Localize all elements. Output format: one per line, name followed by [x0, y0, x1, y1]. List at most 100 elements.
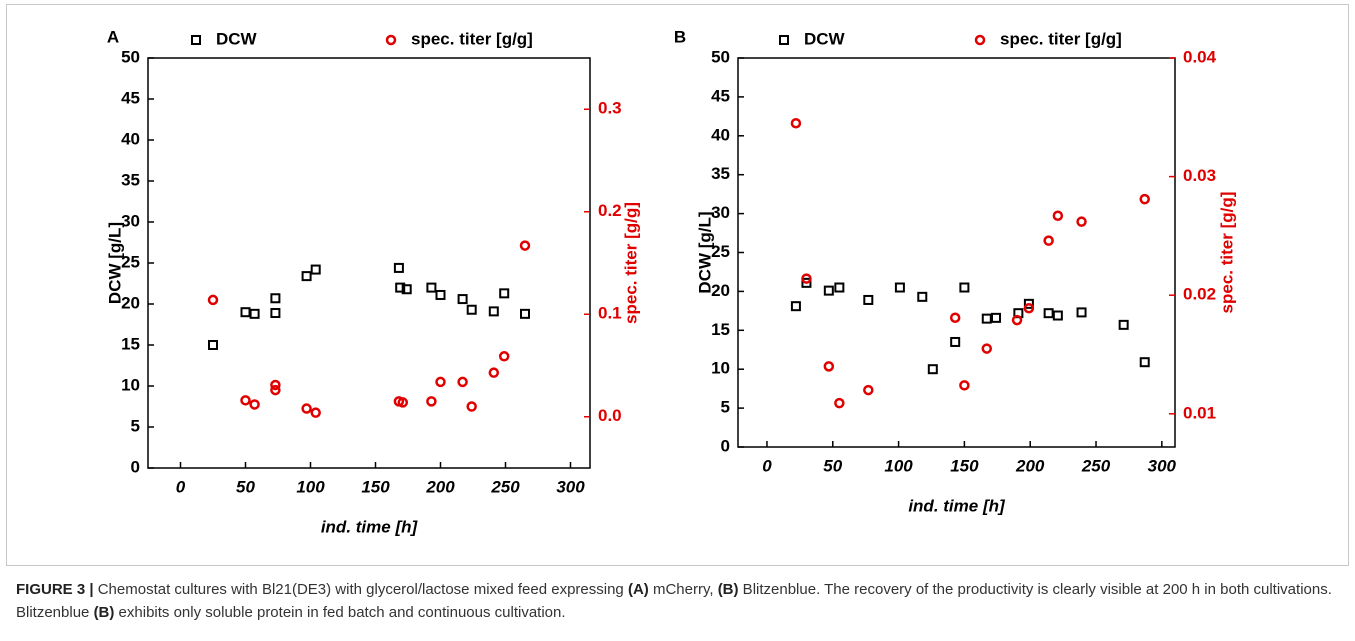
y2-tick-label: 0.0	[598, 406, 622, 425]
square-marker	[823, 285, 834, 296]
square-marker	[249, 308, 260, 319]
y-tick-label: 45	[711, 86, 730, 105]
square-marker	[894, 282, 905, 293]
square-marker	[950, 336, 961, 347]
circle-marker	[498, 351, 510, 362]
y-tick-label: 35	[711, 164, 730, 183]
circle-marker	[240, 395, 251, 406]
legend-label: spec. titer [g/g]	[1000, 29, 1122, 48]
y-tick-label: 20	[711, 281, 730, 300]
y-tick-label: 25	[121, 252, 140, 271]
y-tick-label: 50	[121, 47, 140, 66]
x-tick-label: 0	[762, 456, 772, 475]
square-marker	[310, 264, 321, 275]
square-marker	[270, 308, 281, 319]
y-tick-label: 40	[121, 129, 140, 148]
circle-marker	[270, 379, 281, 391]
y-tick-label: 10	[121, 375, 140, 394]
x-tick-label: 200	[1015, 456, 1045, 475]
panel-label: A	[107, 27, 119, 46]
circle-marker	[1052, 210, 1064, 221]
circle-marker	[397, 397, 409, 408]
circle-marker	[270, 384, 281, 396]
y-tick-label: 15	[711, 320, 730, 339]
caption-text: Blitzenblue. The recovery of the product…	[16, 581, 1337, 621]
x-tick-label: 250	[490, 477, 520, 496]
circle-marker	[457, 376, 468, 388]
square-marker	[917, 291, 928, 302]
x-tick-label: 200	[425, 477, 455, 496]
circle-marker	[466, 401, 477, 412]
square-marker	[1139, 357, 1150, 368]
square-marker	[499, 288, 510, 299]
y2-tick-label: 0.03	[1183, 166, 1216, 185]
circle-marker	[519, 240, 531, 251]
circle-marker	[790, 117, 802, 129]
y2-tick-label: 0.2	[598, 201, 622, 220]
square-marker	[790, 301, 801, 312]
circle-marker	[488, 367, 500, 378]
square-marker	[395, 282, 406, 293]
y-tick-label: 40	[711, 125, 730, 144]
circle-marker	[310, 407, 321, 418]
square-marker	[466, 304, 477, 315]
caption-text: mCherry,	[648, 581, 718, 598]
y-tick-label: 15	[121, 334, 140, 353]
square-marker	[1043, 308, 1054, 319]
x-tick-label: 300	[1148, 456, 1177, 475]
chart: A0 50 100 150 200 250 300051015202530354045500…	[105, 27, 1236, 536]
square-marker	[208, 340, 218, 350]
circle-marker	[301, 403, 312, 414]
square-marker	[927, 364, 938, 375]
y-tick-label: 35	[121, 170, 140, 189]
legend-marker	[974, 34, 986, 46]
x-axis-label: ind. time [h]	[908, 496, 1006, 515]
x-tick-label: 0	[176, 477, 186, 496]
panel-label: B	[674, 27, 686, 46]
square-marker	[801, 277, 812, 288]
square-marker	[1052, 310, 1063, 321]
circle-marker	[1076, 216, 1087, 227]
legend-marker	[779, 35, 789, 45]
circle-marker	[834, 397, 845, 409]
y-axis-label: DCW [g/L]	[695, 211, 714, 293]
y-axis-label: DCW [g/L]	[105, 222, 124, 304]
square-marker	[426, 282, 437, 293]
caption-text: exhibits only soluble protein in fed bat…	[114, 604, 566, 621]
x-tick-label: 150	[950, 456, 979, 475]
x-axis-label: ind. time [h]	[321, 517, 419, 536]
square-marker	[1118, 319, 1129, 330]
legend-marker	[191, 35, 201, 45]
square-marker	[270, 293, 281, 304]
y-tick-label: 30	[121, 211, 140, 230]
circle-marker	[959, 380, 970, 391]
x-tick-label: 150	[361, 477, 390, 496]
caption-text: (B)	[93, 604, 115, 621]
plot-frame	[147, 57, 591, 469]
y-tick-label: 5	[721, 398, 730, 417]
caption-text: (A)	[627, 581, 649, 598]
legend-label: DCW	[804, 29, 846, 48]
x-tick-label: 100	[884, 456, 913, 475]
square-marker	[488, 306, 499, 317]
x-tick-label: 300	[556, 477, 585, 496]
y2-tick-label: 0.1	[598, 304, 622, 323]
plot-frame	[737, 57, 1176, 448]
y-tick-label: 45	[121, 88, 140, 107]
square-marker	[240, 307, 251, 318]
square-marker	[401, 284, 412, 295]
y2-tick-label: 0.04	[1183, 47, 1217, 66]
square-marker	[520, 308, 530, 319]
circle-marker	[1139, 193, 1150, 205]
y-tick-label: 0	[131, 457, 140, 476]
square-marker	[301, 271, 312, 282]
y-tick-label: 30	[711, 203, 730, 222]
circle-marker	[426, 396, 437, 407]
y2-axis-label: spec. titer [g/g]	[1217, 192, 1236, 314]
circle-marker	[801, 273, 812, 284]
circle-marker	[207, 294, 219, 306]
circle-marker	[1011, 314, 1023, 326]
square-marker	[457, 294, 468, 305]
square-marker	[981, 313, 992, 324]
square-marker	[834, 282, 845, 293]
